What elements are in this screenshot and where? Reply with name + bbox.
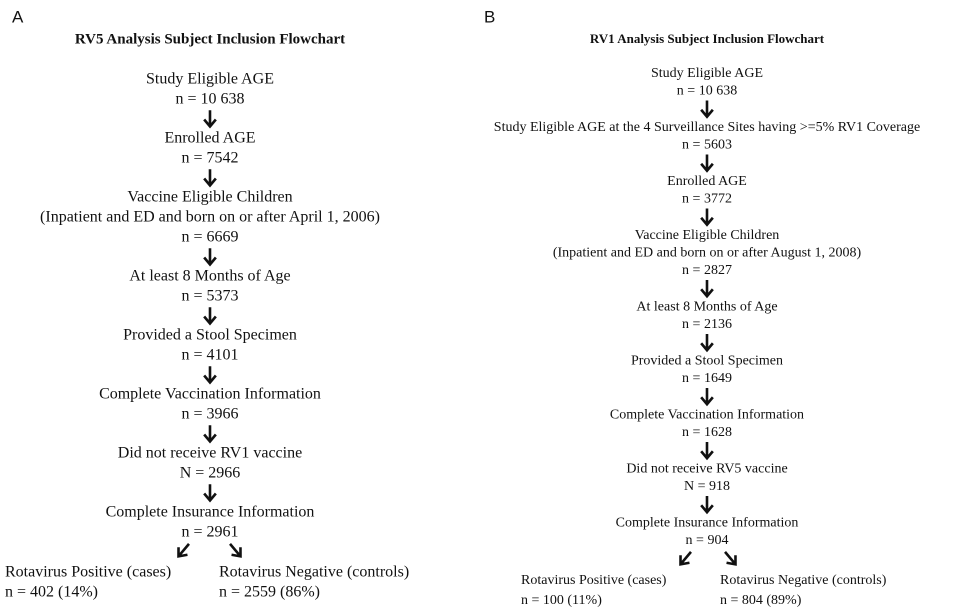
panel-letter: B [484, 7, 495, 26]
arrow-path [700, 154, 714, 173]
arrow-path [700, 100, 714, 119]
arrow [203, 110, 217, 129]
arrow [203, 425, 217, 444]
step-count: n = 6669 [181, 229, 238, 246]
arrow-path [679, 551, 692, 566]
branch-label: Rotavirus Negative (controls) [219, 564, 409, 581]
step-count: n = 5373 [181, 288, 238, 305]
step-count: n = 904 [686, 533, 729, 548]
panel-title: RV1 Analysis Subject Inclusion Flowchart [590, 31, 825, 46]
arrow [700, 154, 714, 173]
arrow-path [203, 425, 217, 444]
step-label: Study Eligible AGE [651, 66, 763, 81]
branch-label: Rotavirus Positive (cases) [5, 564, 171, 581]
step-count: n = 2136 [682, 317, 732, 332]
step-label: Complete Insurance Information [106, 504, 315, 521]
arrow-path [700, 333, 714, 353]
step-label: Enrolled AGE [667, 174, 747, 189]
arrow [700, 208, 714, 227]
step-label: Enrolled AGE [164, 130, 255, 147]
branch-label: Rotavirus Positive (cases) [521, 573, 667, 588]
step-label: Complete Insurance Information [616, 516, 799, 531]
arrow [203, 169, 217, 188]
step-count: n = 1649 [682, 371, 732, 386]
branch-count: n = 2559 (86%) [219, 584, 320, 601]
step-label: Complete Vaccination Information [610, 408, 804, 423]
arrow [700, 100, 714, 119]
step-label: Provided a Stool Specimen [123, 327, 297, 344]
arrow [177, 543, 190, 558]
arrow [700, 333, 714, 353]
arrow-path [203, 366, 217, 385]
arrow-path [724, 551, 737, 566]
arrow-path [203, 484, 217, 503]
arrow [700, 387, 714, 407]
arrow [700, 279, 714, 299]
step-count: n = 10 638 [175, 91, 244, 108]
step-label: Vaccine Eligible Children [635, 228, 780, 243]
branch-count: n = 804 (89%) [720, 593, 802, 608]
step-label: Provided a Stool Specimen [631, 354, 783, 369]
step-count: N = 918 [684, 479, 730, 494]
arrow [700, 495, 714, 515]
arrow-path [700, 279, 714, 299]
step-label: Study Eligible AGE at the 4 Surveillance… [494, 120, 920, 135]
arrow-path [700, 441, 714, 461]
arrow-path [700, 495, 714, 515]
arrow [203, 366, 217, 385]
panel-letter: A [12, 7, 24, 26]
step-label: Did not receive RV1 vaccine [118, 445, 302, 462]
step-label: (Inpatient and ED and born on or after A… [40, 209, 380, 226]
arrow-path [177, 543, 190, 558]
arrow [679, 551, 692, 566]
arrow [724, 551, 737, 566]
arrow [700, 441, 714, 461]
step-count: n = 7542 [181, 150, 238, 167]
step-label: At least 8 Months of Age [636, 300, 777, 315]
step-count: n = 10 638 [677, 84, 737, 99]
step-label: At least 8 Months of Age [129, 268, 290, 285]
step-label: Did not receive RV5 vaccine [626, 462, 787, 477]
arrow-path [700, 208, 714, 227]
step-label: (Inpatient and ED and born on or after A… [553, 246, 862, 261]
step-count: n = 2961 [181, 524, 238, 541]
arrow-path [203, 110, 217, 129]
arrow-path [700, 387, 714, 407]
arrow-path [203, 169, 217, 188]
arrow [229, 543, 242, 558]
arrow [203, 307, 217, 326]
step-label: Vaccine Eligible Children [127, 189, 292, 206]
branch-label: Rotavirus Negative (controls) [720, 573, 887, 588]
step-count: n = 5603 [682, 138, 732, 153]
arrow [203, 248, 217, 267]
step-label: Study Eligible AGE [146, 71, 274, 88]
step-count: n = 1628 [682, 425, 732, 440]
step-label: Complete Vaccination Information [99, 386, 321, 403]
step-count: n = 4101 [181, 347, 238, 364]
arrow-path [203, 248, 217, 267]
panel-title: RV5 Analysis Subject Inclusion Flowchart [75, 31, 345, 47]
branch-count: n = 100 (11%) [521, 593, 602, 608]
step-count: n = 3772 [682, 192, 732, 207]
branch-count: n = 402 (14%) [5, 584, 98, 601]
step-count: n = 3966 [181, 406, 238, 423]
arrow [203, 484, 217, 503]
step-count: n = 2827 [682, 263, 732, 278]
step-count: N = 2966 [180, 465, 241, 482]
arrow-path [229, 543, 242, 558]
arrow-path [203, 307, 217, 326]
